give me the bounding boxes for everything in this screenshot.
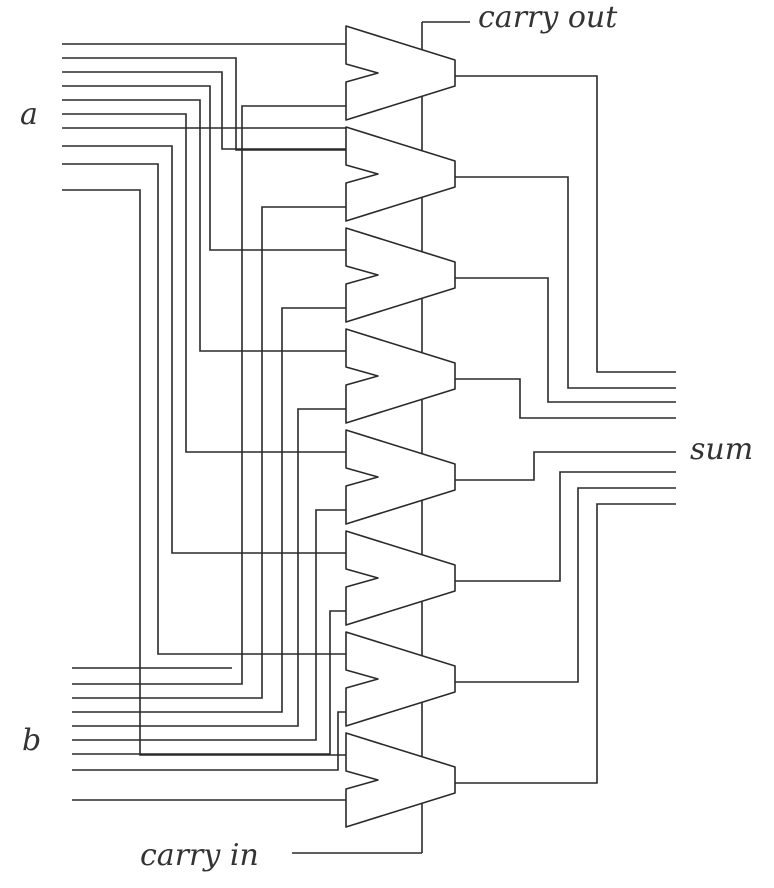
adders <box>345 25 456 828</box>
adder-block <box>345 631 456 727</box>
b-input-wire <box>72 711 346 771</box>
b-input-wire <box>72 105 346 685</box>
adder-block <box>345 429 456 525</box>
a-input-wire <box>62 189 346 756</box>
sum-output-wire <box>455 503 676 784</box>
adder-block <box>345 126 456 222</box>
sum-output-wire <box>455 378 676 419</box>
a-input-wire <box>62 145 346 554</box>
adder-block <box>345 328 456 424</box>
sum-output-wire <box>455 277 676 403</box>
label-a: a <box>20 97 38 132</box>
b-input-wire <box>72 610 346 755</box>
a-input-wire <box>62 113 346 453</box>
wires <box>62 21 676 854</box>
adder-block <box>345 25 456 121</box>
adder-block <box>345 227 456 323</box>
a-input-wire <box>62 163 346 655</box>
label-carry-out: carry out <box>478 0 618 35</box>
a-input-wire <box>62 99 346 352</box>
label-sum: sum <box>690 432 753 467</box>
adder-block <box>345 732 456 828</box>
b-input-wire <box>72 307 346 713</box>
adder-block <box>345 530 456 626</box>
sum-output-wire <box>455 451 676 481</box>
a-input-wire <box>62 85 346 251</box>
b-input-wire <box>72 408 346 727</box>
b-input-wire <box>72 509 346 741</box>
a-input-wire <box>62 71 346 150</box>
label-b: b <box>22 723 41 758</box>
sum-output-wire <box>455 75 676 373</box>
label-carry-in: carry in <box>140 838 259 873</box>
sum-output-wire <box>455 176 676 389</box>
sum-output-wire <box>455 471 676 582</box>
sum-output-wire <box>455 487 676 683</box>
a-input-wire <box>62 57 346 151</box>
